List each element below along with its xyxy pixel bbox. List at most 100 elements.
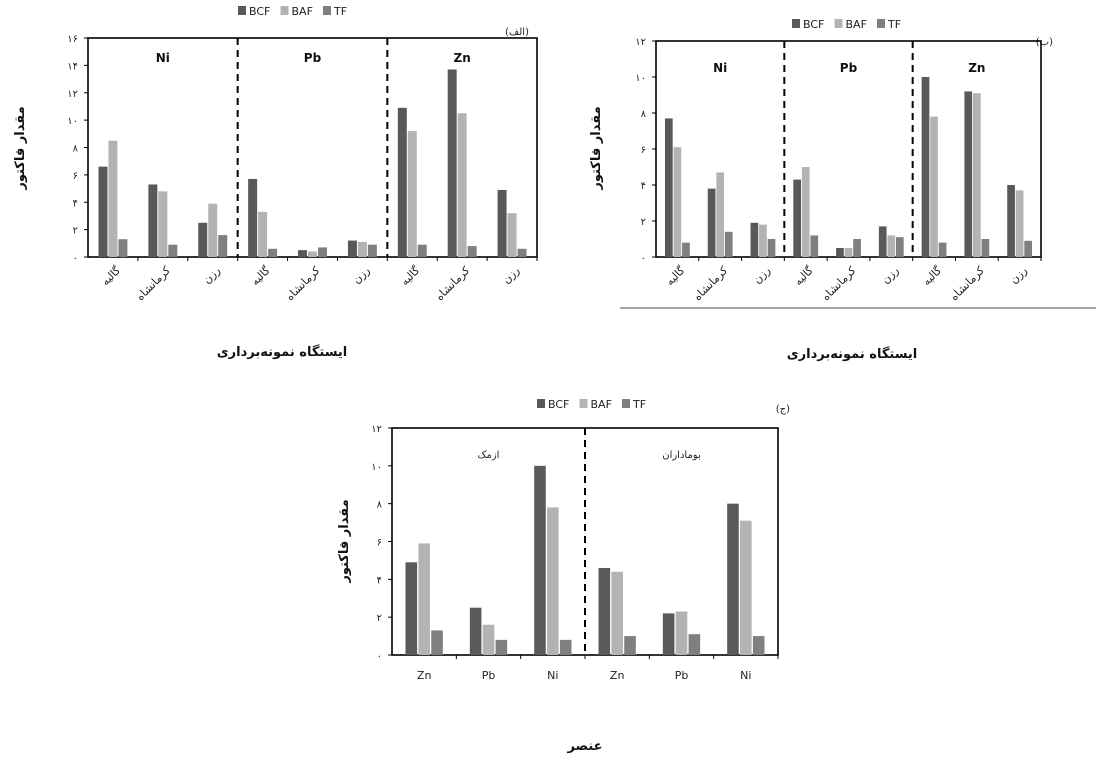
group-label: Pb xyxy=(304,51,322,65)
y-axis-title: مقدار فاکتور xyxy=(13,106,28,190)
legend-label-baf: BAF xyxy=(846,18,867,31)
legend-label-bcf: BCF xyxy=(803,18,824,31)
x-tick-label: گالیه xyxy=(663,263,688,288)
group-label: Ni xyxy=(156,51,170,65)
bar-tf xyxy=(495,639,508,655)
bar-baf xyxy=(158,191,168,257)
y-tick-label: ۱۰ xyxy=(635,73,646,84)
x-tick-label: Zn xyxy=(417,669,432,682)
bar-tf xyxy=(431,630,443,655)
bar-baf xyxy=(357,241,367,257)
y-tick-label: ۱۴ xyxy=(67,61,78,72)
x-tick-label: گالیه xyxy=(398,263,423,288)
group-label: Zn xyxy=(968,61,985,75)
bar-baf xyxy=(972,93,981,257)
bar-tf xyxy=(981,239,990,257)
bar-tf xyxy=(853,239,861,257)
bar-bcf xyxy=(148,184,158,257)
y-tick-label: ۸ xyxy=(641,109,647,120)
bar-baf xyxy=(759,224,767,257)
bar-baf xyxy=(716,172,725,257)
legend-label-tf: TF xyxy=(333,5,347,18)
x-tick-label: گالیه xyxy=(99,263,124,288)
bar-bcf xyxy=(598,567,611,655)
legend-swatch-tf xyxy=(622,399,630,408)
panel-label: (ج) xyxy=(776,404,790,415)
bar-bcf xyxy=(878,226,887,257)
bar-tf xyxy=(624,636,636,655)
y-tick-label: ۸ xyxy=(377,500,383,511)
y-tick-label: ۱۲ xyxy=(635,37,646,48)
y-tick-label: ۱۰ xyxy=(371,462,382,473)
group-label: ازمک xyxy=(478,450,500,461)
bar-baf xyxy=(507,213,517,257)
y-tick-label: ۲ xyxy=(641,217,646,228)
bar-tf xyxy=(938,242,947,257)
y-tick-label: ۱۰ xyxy=(67,116,78,127)
bar-bcf xyxy=(921,77,930,257)
legend-swatch-baf xyxy=(834,19,843,28)
y-axis-title: مقدار فاکتور xyxy=(337,499,352,583)
bar-tf xyxy=(317,247,327,257)
legend-label-bcf: BCF xyxy=(249,5,270,18)
x-tick-label: رزن xyxy=(751,264,773,286)
x-tick-label: Ni xyxy=(547,669,558,682)
group-label: Ni xyxy=(713,61,727,75)
legend-label-tf: TF xyxy=(632,398,646,411)
x-tick-label: گالیه xyxy=(249,263,274,288)
bar-baf xyxy=(801,167,810,257)
legend-swatch-tf xyxy=(323,6,331,15)
bar-baf xyxy=(673,147,682,257)
bar-tf xyxy=(559,639,572,655)
y-tick-label: ۶ xyxy=(641,145,646,156)
x-tick-label: Zn xyxy=(610,669,625,682)
x-axis-title: ایستگاه نمونه‌برداری xyxy=(787,346,918,362)
bar-bcf xyxy=(836,248,844,257)
bar-bcf xyxy=(198,222,208,257)
bar-bcf xyxy=(298,250,308,257)
y-tick-label: ۴ xyxy=(73,198,78,209)
y-tick-label: ۱۲ xyxy=(67,89,78,100)
y-tick-label: ۱۶ xyxy=(67,34,78,45)
bar-tf xyxy=(810,235,819,257)
x-tick-label: کرمانشاه xyxy=(134,263,174,303)
bar-bcf xyxy=(1007,185,1015,257)
bar-bcf xyxy=(750,222,759,257)
legend-label-tf: TF xyxy=(887,18,901,31)
bar-bcf xyxy=(447,69,457,257)
y-tick-label: ۲ xyxy=(73,226,78,237)
bar-baf xyxy=(208,203,218,257)
panel-label: (ب) xyxy=(1036,37,1053,48)
x-tick-label: کرمانشاه xyxy=(819,263,859,303)
bar-bcf xyxy=(964,91,973,258)
bar-tf xyxy=(467,246,477,257)
bar-tf xyxy=(688,634,701,655)
x-tick-label: کرمانشاه xyxy=(691,263,731,303)
y-tick-label: ۴ xyxy=(377,575,382,586)
x-tick-label: Pb xyxy=(482,669,496,682)
chart-panel-1: BCF BAF TF (الف) ۰ ۲ ۴ ۶ ۸ ۱۰ ۱۲ ۱۴ ۱۶ گالیه کرمانشاه ر… xyxy=(13,5,538,360)
y-tick-label: ۰ xyxy=(73,253,78,264)
bar-bcf xyxy=(98,166,108,257)
legend-label-baf: BAF xyxy=(591,398,612,411)
legend-swatch-bcf xyxy=(537,399,545,408)
y-tick-label: ۸ xyxy=(73,144,79,155)
bar-baf xyxy=(611,571,623,655)
bar-tf xyxy=(268,248,278,257)
bar-baf xyxy=(482,624,495,655)
chart-panel-3: BCF BAF TF (ج) ۰ ۲ ۴ ۶ ۸ ۱۰ ۱۲ Zn Pb Ni Zn Pb Ni ازمک بوما… xyxy=(337,398,790,754)
bar-tf xyxy=(118,239,128,257)
bar-baf xyxy=(740,520,752,655)
x-axis-title: ایستگاه نمونه‌برداری xyxy=(217,344,348,360)
bar-baf xyxy=(258,211,268,257)
bar-bcf xyxy=(727,503,739,655)
x-tick-label: Pb xyxy=(675,669,689,682)
y-tick-label: ۶ xyxy=(377,538,382,549)
bar-baf xyxy=(1015,190,1024,257)
bar-tf xyxy=(1024,240,1033,257)
bar-bcf xyxy=(707,188,716,257)
x-tick-label: گالیه xyxy=(792,263,817,288)
x-tick-label: کرمانشاه xyxy=(433,263,473,303)
y-tick-label: ۴ xyxy=(641,181,646,192)
